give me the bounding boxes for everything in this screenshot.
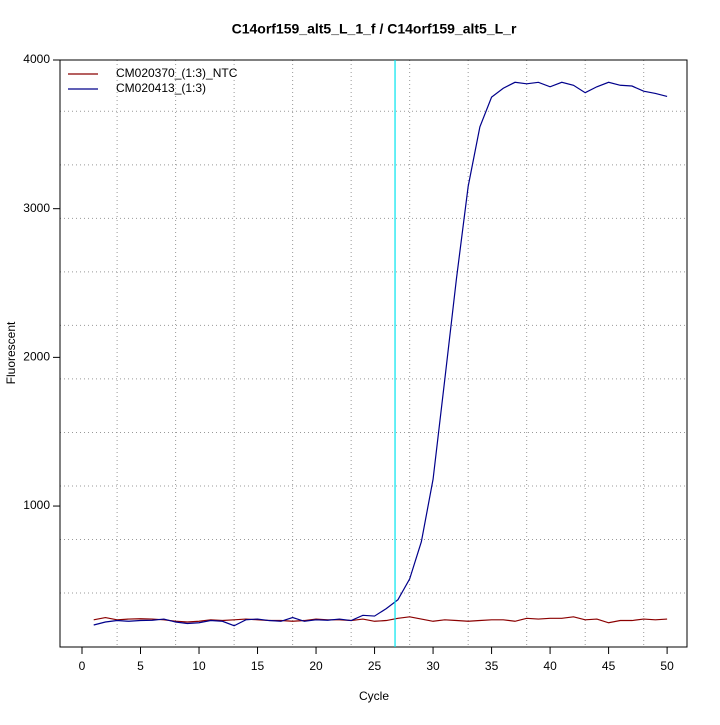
y-tick-label: 3000 (23, 201, 50, 215)
series-line (93, 81, 668, 627)
plot-frame (59, 59, 688, 648)
legend-label: CM020413_(1:3) (116, 81, 206, 95)
y-axis-label: Fluorescent (4, 321, 18, 384)
y-tick-label: 4000 (23, 52, 50, 66)
x-axis-label: Cycle (359, 689, 389, 703)
x-tick-label: 35 (485, 659, 499, 673)
y-tick-label: 2000 (23, 350, 50, 364)
x-tick-label: 10 (192, 659, 206, 673)
x-tick-label: 5 (137, 659, 144, 673)
x-tick-label: 25 (368, 659, 382, 673)
x-tick-label: 15 (251, 659, 265, 673)
chart-title: C14orf159_alt5_L_1_f / C14orf159_alt5_L_… (232, 21, 517, 37)
x-tick-label: 30 (426, 659, 440, 673)
x-tick-label: 45 (602, 659, 616, 673)
y-tick-label: 1000 (23, 498, 50, 512)
series-line (93, 616, 668, 624)
legend-label: CM020370_(1:3)_NTC (116, 66, 238, 80)
x-tick-label: 40 (543, 659, 557, 673)
x-tick-label: 0 (79, 659, 86, 673)
x-tick-label: 20 (309, 659, 323, 673)
x-tick-label: 50 (660, 659, 674, 673)
